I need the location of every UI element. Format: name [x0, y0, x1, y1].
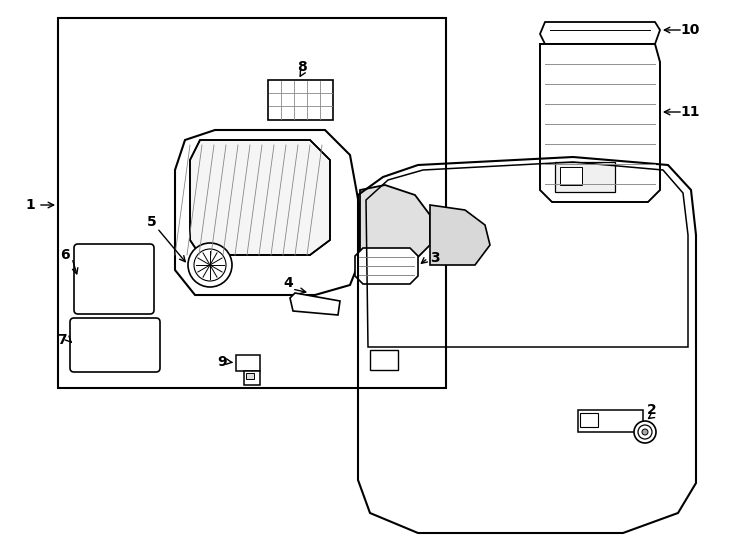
Bar: [58, 18, 446, 388]
Circle shape: [638, 425, 652, 439]
FancyBboxPatch shape: [74, 244, 154, 314]
Polygon shape: [360, 185, 430, 265]
Text: 10: 10: [680, 23, 700, 37]
Text: 1: 1: [25, 198, 35, 212]
Polygon shape: [190, 140, 330, 255]
Circle shape: [188, 243, 232, 287]
Text: 11: 11: [680, 105, 700, 119]
Bar: [578, 410, 643, 432]
Text: 9: 9: [217, 355, 227, 369]
Circle shape: [194, 249, 226, 281]
Text: 2: 2: [647, 403, 657, 417]
Bar: [246, 373, 254, 379]
FancyBboxPatch shape: [70, 318, 160, 372]
Polygon shape: [175, 130, 360, 295]
Text: 3: 3: [430, 251, 440, 265]
Polygon shape: [430, 205, 490, 265]
Polygon shape: [540, 22, 660, 44]
Text: 6: 6: [60, 248, 70, 262]
Bar: [555, 162, 615, 192]
Bar: [236, 355, 260, 371]
Circle shape: [634, 421, 656, 443]
Bar: [244, 371, 260, 385]
Text: 8: 8: [297, 60, 307, 74]
Circle shape: [642, 429, 648, 435]
Text: 7: 7: [57, 333, 67, 347]
Text: 5: 5: [147, 215, 157, 229]
Bar: [580, 413, 598, 427]
Text: 4: 4: [283, 276, 293, 290]
Bar: [560, 167, 582, 185]
Polygon shape: [290, 293, 340, 315]
Polygon shape: [540, 44, 660, 202]
Polygon shape: [268, 80, 333, 120]
Bar: [370, 350, 398, 370]
Polygon shape: [355, 248, 418, 284]
